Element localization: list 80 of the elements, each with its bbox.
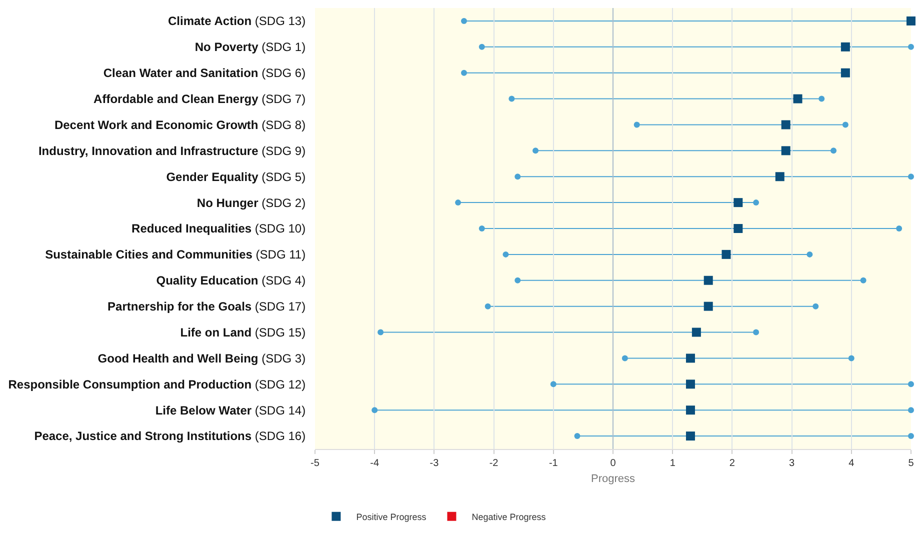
x-tick-label: -2 <box>489 458 499 469</box>
point <box>692 328 701 337</box>
point <box>848 355 854 362</box>
point <box>550 381 556 388</box>
y-tick-label: Clean Water and Sanitation (SDG 6) <box>103 66 306 80</box>
y-tick-label: Responsible Consumption and Production (SDG 12) <box>8 377 306 392</box>
point <box>704 302 713 311</box>
point <box>634 122 640 128</box>
point <box>906 16 916 26</box>
point <box>574 433 580 440</box>
point <box>461 70 467 76</box>
point <box>514 277 521 284</box>
point <box>781 146 790 156</box>
point <box>484 303 491 310</box>
x-tick-label: 1 <box>670 458 676 469</box>
point <box>734 224 743 233</box>
y-tick-label: Gender Equality (SDG 5) <box>166 170 306 184</box>
legend-label: Negative Progress <box>472 512 546 522</box>
point <box>908 433 914 440</box>
point <box>793 94 802 104</box>
x-tick-label: -1 <box>548 458 558 469</box>
point <box>908 174 914 180</box>
point <box>622 355 628 362</box>
x-tick-label: -4 <box>370 458 380 469</box>
y-tick-label: Life on Land (SDG 15) <box>180 325 306 340</box>
point <box>704 276 713 285</box>
x-tick-label: 3 <box>789 458 796 469</box>
x-axis-title: Progress <box>590 473 636 486</box>
point <box>722 250 731 259</box>
y-tick-label: Good Health and Well Being (SDG 3) <box>98 351 306 366</box>
y-tick-label: No Poverty (SDG 1) <box>194 40 306 54</box>
y-tick-label: Life Below Water (SDG 14) <box>155 403 306 418</box>
point <box>908 381 914 388</box>
point <box>686 354 695 363</box>
point <box>840 42 850 52</box>
x-tick-label: 0 <box>610 458 616 469</box>
point <box>514 174 521 180</box>
point <box>806 251 813 258</box>
point <box>478 44 485 50</box>
point <box>532 148 539 154</box>
x-tick-label: -3 <box>430 458 440 469</box>
y-tick-label: Affordable and Clean Energy (SDG 7) <box>94 92 306 106</box>
x-tick-label: 5 <box>908 458 914 469</box>
point <box>508 96 515 102</box>
point <box>860 277 866 284</box>
x-tick-label: 2 <box>729 458 736 469</box>
point <box>908 44 914 50</box>
point <box>502 251 509 258</box>
y-tick-label: Partnership for the Goals (SDG 17) <box>108 300 306 314</box>
point <box>478 226 485 232</box>
point <box>830 148 837 154</box>
y-tick-label: Climate Action (SDG 13) <box>168 14 306 28</box>
point <box>372 407 378 414</box>
point <box>812 303 819 310</box>
y-tick-label: Decent Work and Economic Growth (SDG 8) <box>54 118 306 132</box>
point <box>840 68 850 78</box>
point <box>455 200 462 206</box>
y-tick-label: Sustainable Cities and Communities (SDG 11) <box>45 248 306 262</box>
y-tick-label: Industry, Innovation and Infrastructure (SDG 9) <box>38 144 306 158</box>
point <box>842 122 848 128</box>
y-tick-label: Peace, Justice and Strong Institutions (SDG 16) <box>34 429 306 444</box>
point <box>686 380 695 389</box>
point <box>908 407 914 414</box>
point <box>781 120 790 130</box>
point <box>734 198 743 208</box>
y-tick-label: No Hunger (SDG 2) <box>196 196 306 210</box>
point <box>378 329 384 336</box>
y-tick-label: Quality Education (SDG 4) <box>156 274 306 288</box>
point <box>818 96 825 102</box>
x-tick-label: 4 <box>848 458 855 469</box>
point <box>775 172 784 182</box>
point <box>461 18 467 24</box>
point <box>753 329 760 336</box>
point <box>896 226 902 232</box>
x-tick-label: -5 <box>310 458 320 469</box>
point <box>753 200 760 206</box>
point <box>686 432 695 441</box>
point <box>686 406 695 415</box>
y-tick-label: Reduced Inequalities (SDG 10) <box>132 222 306 236</box>
legend-label: Positive Progress <box>356 512 427 522</box>
